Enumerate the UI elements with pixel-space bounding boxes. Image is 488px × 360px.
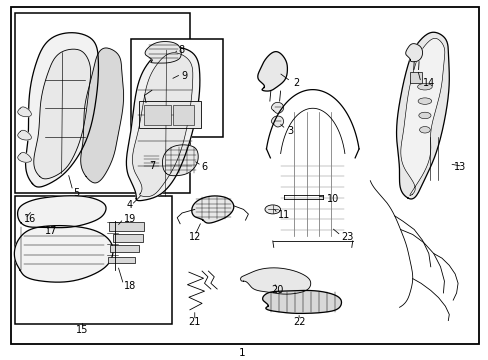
Text: 19: 19 <box>123 215 136 224</box>
Text: 22: 22 <box>292 317 305 327</box>
Bar <box>15 13 189 193</box>
Text: 3: 3 <box>287 126 293 135</box>
Polygon shape <box>262 291 341 314</box>
Polygon shape <box>145 41 181 63</box>
Polygon shape <box>34 49 90 179</box>
Text: 9: 9 <box>181 71 187 81</box>
Text: 8: 8 <box>178 45 184 55</box>
Bar <box>409 72 422 83</box>
Text: 1: 1 <box>238 348 245 358</box>
Polygon shape <box>14 226 113 282</box>
Polygon shape <box>271 102 283 113</box>
Polygon shape <box>162 145 198 176</box>
Polygon shape <box>18 153 31 162</box>
Polygon shape <box>126 47 200 201</box>
Text: 16: 16 <box>24 215 36 224</box>
Text: 12: 12 <box>188 231 201 242</box>
Ellipse shape <box>264 205 280 214</box>
Bar <box>131 40 223 137</box>
Polygon shape <box>257 51 287 91</box>
Polygon shape <box>132 53 192 197</box>
FancyBboxPatch shape <box>139 101 200 129</box>
Text: 4: 4 <box>126 200 133 210</box>
Polygon shape <box>18 107 31 117</box>
Text: 23: 23 <box>340 231 353 242</box>
Text: 17: 17 <box>44 226 57 236</box>
Text: 5: 5 <box>73 188 79 198</box>
Polygon shape <box>18 196 106 228</box>
Polygon shape <box>25 33 98 187</box>
Polygon shape <box>405 44 422 62</box>
Text: 2: 2 <box>293 78 299 88</box>
Text: 21: 21 <box>188 317 201 327</box>
Polygon shape <box>191 196 233 223</box>
Polygon shape <box>400 38 444 195</box>
FancyBboxPatch shape <box>144 105 171 125</box>
FancyBboxPatch shape <box>141 152 162 171</box>
Ellipse shape <box>417 84 431 90</box>
Bar <box>15 196 172 324</box>
Ellipse shape <box>417 98 431 104</box>
Polygon shape <box>396 32 448 199</box>
Text: 15: 15 <box>76 325 89 335</box>
Polygon shape <box>271 116 283 127</box>
Polygon shape <box>81 48 123 183</box>
Bar <box>113 234 143 242</box>
Text: 6: 6 <box>201 162 207 172</box>
Text: 13: 13 <box>453 162 466 172</box>
Text: 10: 10 <box>327 194 339 204</box>
Polygon shape <box>240 268 310 294</box>
Ellipse shape <box>419 127 429 133</box>
Text: 7: 7 <box>149 161 155 171</box>
Text: 11: 11 <box>277 210 289 220</box>
Bar <box>110 245 139 252</box>
Polygon shape <box>18 130 31 140</box>
Text: 20: 20 <box>271 285 283 296</box>
Text: 14: 14 <box>422 78 434 88</box>
Ellipse shape <box>418 112 430 119</box>
Bar <box>108 257 135 263</box>
Text: 18: 18 <box>123 281 136 291</box>
Bar <box>109 222 144 231</box>
FancyBboxPatch shape <box>172 105 194 125</box>
